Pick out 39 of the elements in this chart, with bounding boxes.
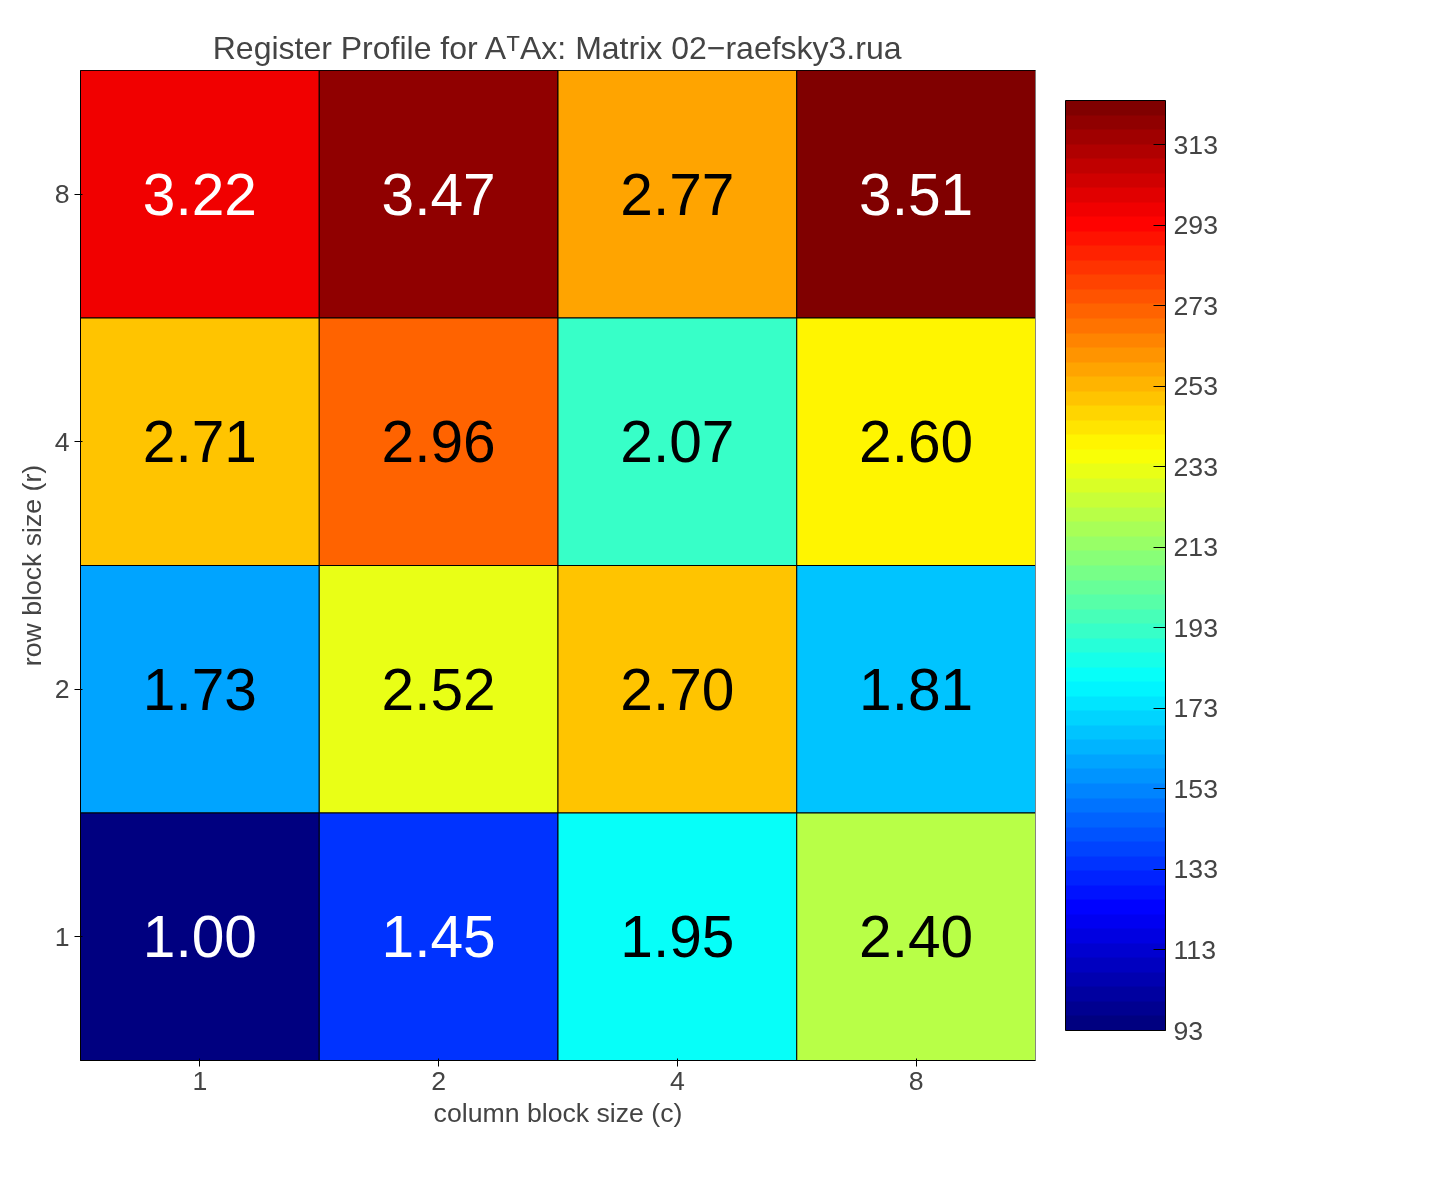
color-bar-label: 113 xyxy=(1173,934,1216,965)
annotation: 3.22 xyxy=(142,161,257,227)
y-tick-label: 8 xyxy=(54,179,70,210)
color-bar-label: 93 xyxy=(1173,1015,1204,1046)
annotation: 2.52 xyxy=(381,656,496,722)
color-bar-label: 313 xyxy=(1173,129,1218,160)
color-bar-label: 273 xyxy=(1173,290,1218,321)
annotation: 2.96 xyxy=(381,409,496,475)
color-bar-label: 293 xyxy=(1173,210,1218,241)
annotation: 3.51 xyxy=(859,161,974,227)
annotation: 2.71 xyxy=(142,409,257,475)
x-tick-label: 2 xyxy=(431,1065,447,1096)
y-tick-label: 1 xyxy=(54,921,70,952)
color-bar-label: 193 xyxy=(1173,612,1218,643)
annotation: 2.07 xyxy=(620,409,735,475)
annotation: 1.95 xyxy=(620,904,735,970)
color-bar-label: 153 xyxy=(1173,773,1218,804)
color-bar-label: 213 xyxy=(1173,532,1218,563)
color-bar-label: 233 xyxy=(1173,451,1218,482)
annotation: 2.77 xyxy=(620,161,735,227)
annotation: 2.60 xyxy=(859,409,974,475)
color-bar-label: 253 xyxy=(1173,371,1218,402)
y-axis-title: row block size (r) xyxy=(16,464,47,667)
annotation: 3.47 xyxy=(381,161,496,227)
x-axis-title: column block size (c) xyxy=(433,1097,683,1128)
annotation: 2.40 xyxy=(859,904,974,970)
x-tick-label: 1 xyxy=(192,1065,208,1096)
color-bar-label: 173 xyxy=(1173,693,1218,724)
color-bar-label: 133 xyxy=(1173,854,1218,885)
annotation: 1.81 xyxy=(859,656,974,722)
annotation: 1.00 xyxy=(142,904,257,970)
x-tick-label: 8 xyxy=(908,1065,924,1096)
chart-title: Register Profile for AᵀAx: Matrix 02−raefsky3.rua xyxy=(212,29,902,66)
annotation: 1.45 xyxy=(381,904,496,970)
y-tick-label: 2 xyxy=(54,674,70,705)
annotation: 1.73 xyxy=(142,656,257,722)
y-tick-label: 4 xyxy=(54,426,70,457)
annotation: 2.70 xyxy=(620,656,735,722)
x-tick-label: 4 xyxy=(669,1065,685,1096)
